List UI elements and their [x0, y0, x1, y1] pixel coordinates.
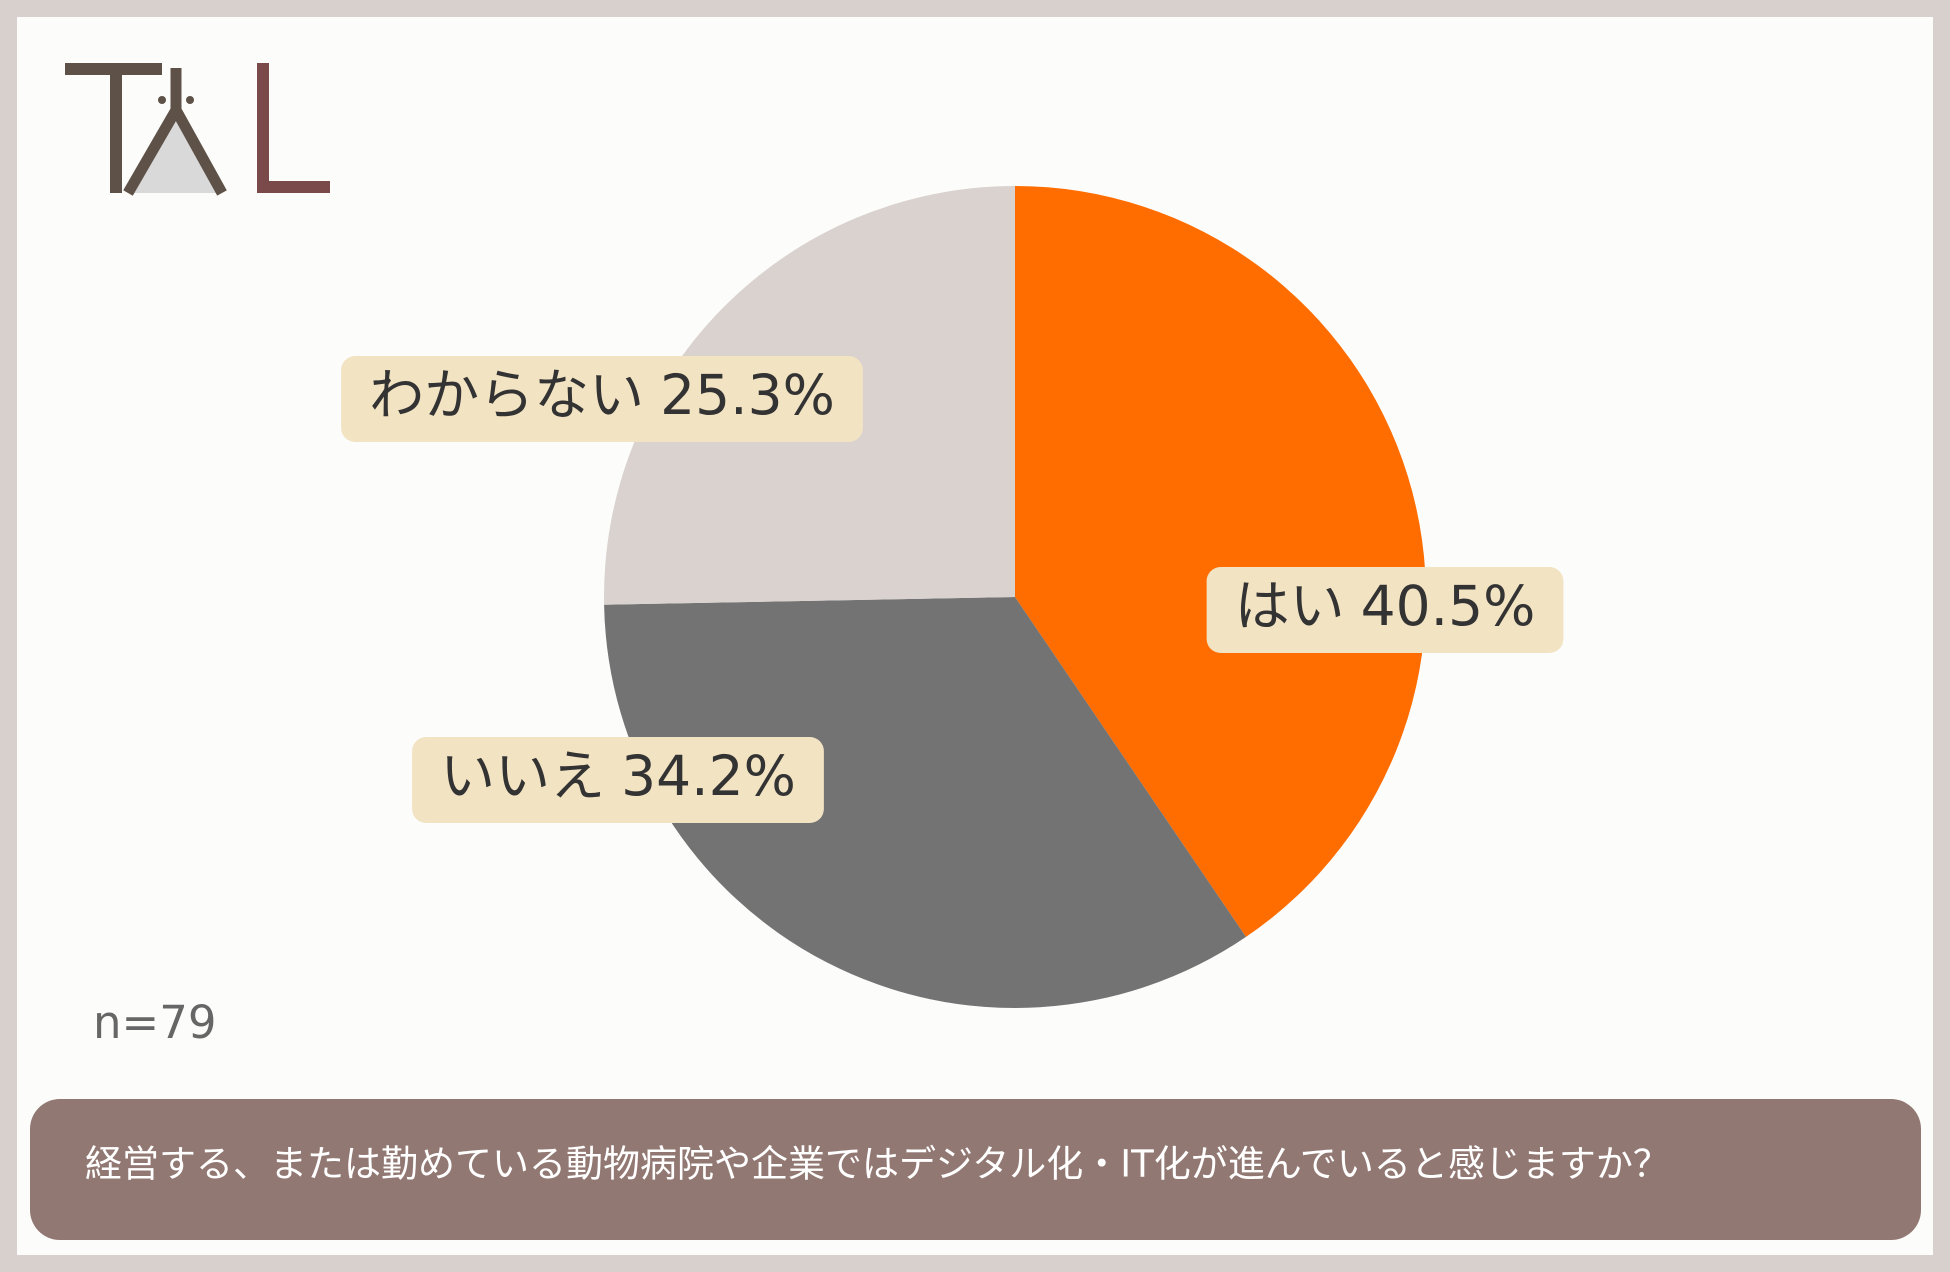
slice — [604, 597, 1247, 1008]
label-box — [412, 737, 824, 823]
category-label: わからない — [369, 363, 644, 427]
title-bar — [30, 1099, 1921, 1240]
category-label: いいえ — [440, 744, 605, 808]
slice-label: はい 40.5% — [1206, 567, 1564, 653]
slice — [1015, 186, 1426, 937]
category-label: はい — [1235, 574, 1345, 638]
label-text: わからない 25.3% — [369, 363, 835, 427]
sample-size: n=79 — [93, 996, 217, 1049]
slice-label: いいえ 34.2% — [412, 737, 824, 823]
slice-label: わからない 25.3% — [341, 356, 863, 442]
logo — [65, 63, 330, 196]
value-label: 34.2% — [621, 744, 796, 808]
label-box — [1206, 567, 1564, 653]
label-box — [341, 356, 863, 442]
value-label: 25.3% — [660, 363, 835, 427]
value-label: 40.5% — [1361, 574, 1536, 638]
labels: はい 40.5% いいえ 34.2% わからない 25.3% — [341, 356, 1564, 823]
chart-title: 経営する、または勤めている動物病院や企業ではデジタル化・IT化が進んでいると感じ… — [85, 1143, 1670, 1186]
label-text: いいえ 34.2% — [440, 744, 796, 808]
label-text: はい 40.5% — [1235, 574, 1536, 638]
